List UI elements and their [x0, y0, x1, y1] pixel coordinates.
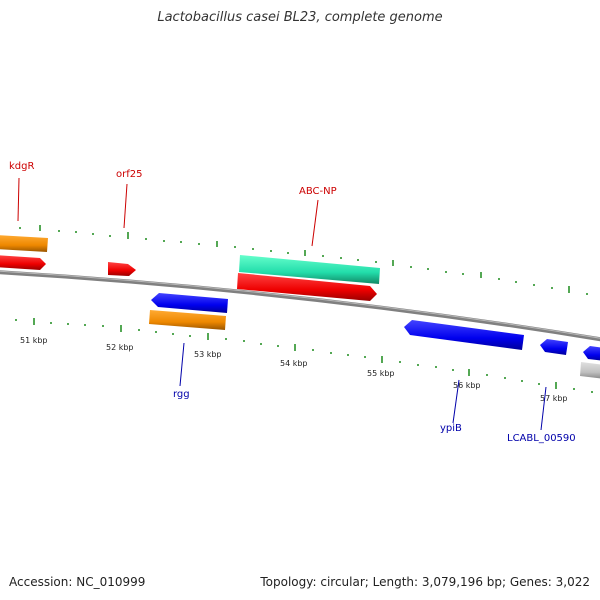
leader-line-rgg: [179, 342, 185, 387]
map-title: Lactobacillus casei BL23, complete genom…: [157, 10, 443, 25]
leader-line-orf25: [123, 183, 128, 229]
gene-feature-cds-forward-abc-np[interactable]: [237, 273, 377, 301]
kbp-label-56: 56 kbp: [453, 381, 481, 390]
leader-line-abc-np: [311, 199, 319, 247]
kbp-label-51: 51 kbp: [20, 336, 48, 345]
gene-feature-cds-reverse-ypib[interactable]: [404, 320, 524, 350]
upper-tick-track: [19, 225, 588, 295]
lower-tick-track: [15, 318, 593, 393]
gene-feature-rna-forward-1[interactable]: [0, 235, 48, 252]
gene-label-lcabl-00590[interactable]: LCABL_00590: [507, 433, 576, 444]
gene-feature-cds-reverse-lcabl-00590[interactable]: [540, 339, 568, 355]
gene-label-ypib[interactable]: ypiB: [440, 423, 462, 434]
topology-text: Topology: circular; Length: 3,079,196 bp…: [260, 575, 590, 589]
gene-feature-transport-abc-np[interactable]: [239, 255, 380, 284]
genome-backbone-highlight: [0, 270, 600, 339]
gene-feature-cds-forward-orf25[interactable]: [108, 262, 136, 276]
gene-label-rgg[interactable]: rgg: [173, 389, 190, 400]
kbp-label-55: 55 kbp: [367, 369, 395, 378]
leader-line-ypib: [452, 379, 460, 424]
gene-feature-cds-reverse-2[interactable]: [583, 346, 600, 361]
genome-backbone: [0, 270, 600, 342]
gene-label-orf25[interactable]: orf25: [116, 169, 142, 180]
gene-feature-cds-forward-1[interactable]: [0, 255, 46, 270]
kbp-label-53: 53 kbp: [194, 350, 222, 359]
kbp-label-57: 57 kbp: [540, 394, 568, 403]
gene-label-abc-np[interactable]: ABC-NP: [299, 186, 337, 197]
leader-line-lcabl-00590: [540, 386, 547, 431]
kbp-label-54: 54 kbp: [280, 359, 308, 368]
accession-text: Accession: NC_010999: [9, 575, 146, 589]
gene-feature-pseudo-1[interactable]: [580, 362, 600, 379]
gene-label-kdgr[interactable]: kdgR: [9, 161, 34, 172]
leader-line-kdgr: [17, 177, 20, 222]
kbp-label-52: 52 kbp: [106, 343, 134, 352]
gene-feature-rna-reverse-1[interactable]: [149, 310, 226, 330]
gene-feature-cds-reverse-rgg[interactable]: [151, 293, 228, 313]
